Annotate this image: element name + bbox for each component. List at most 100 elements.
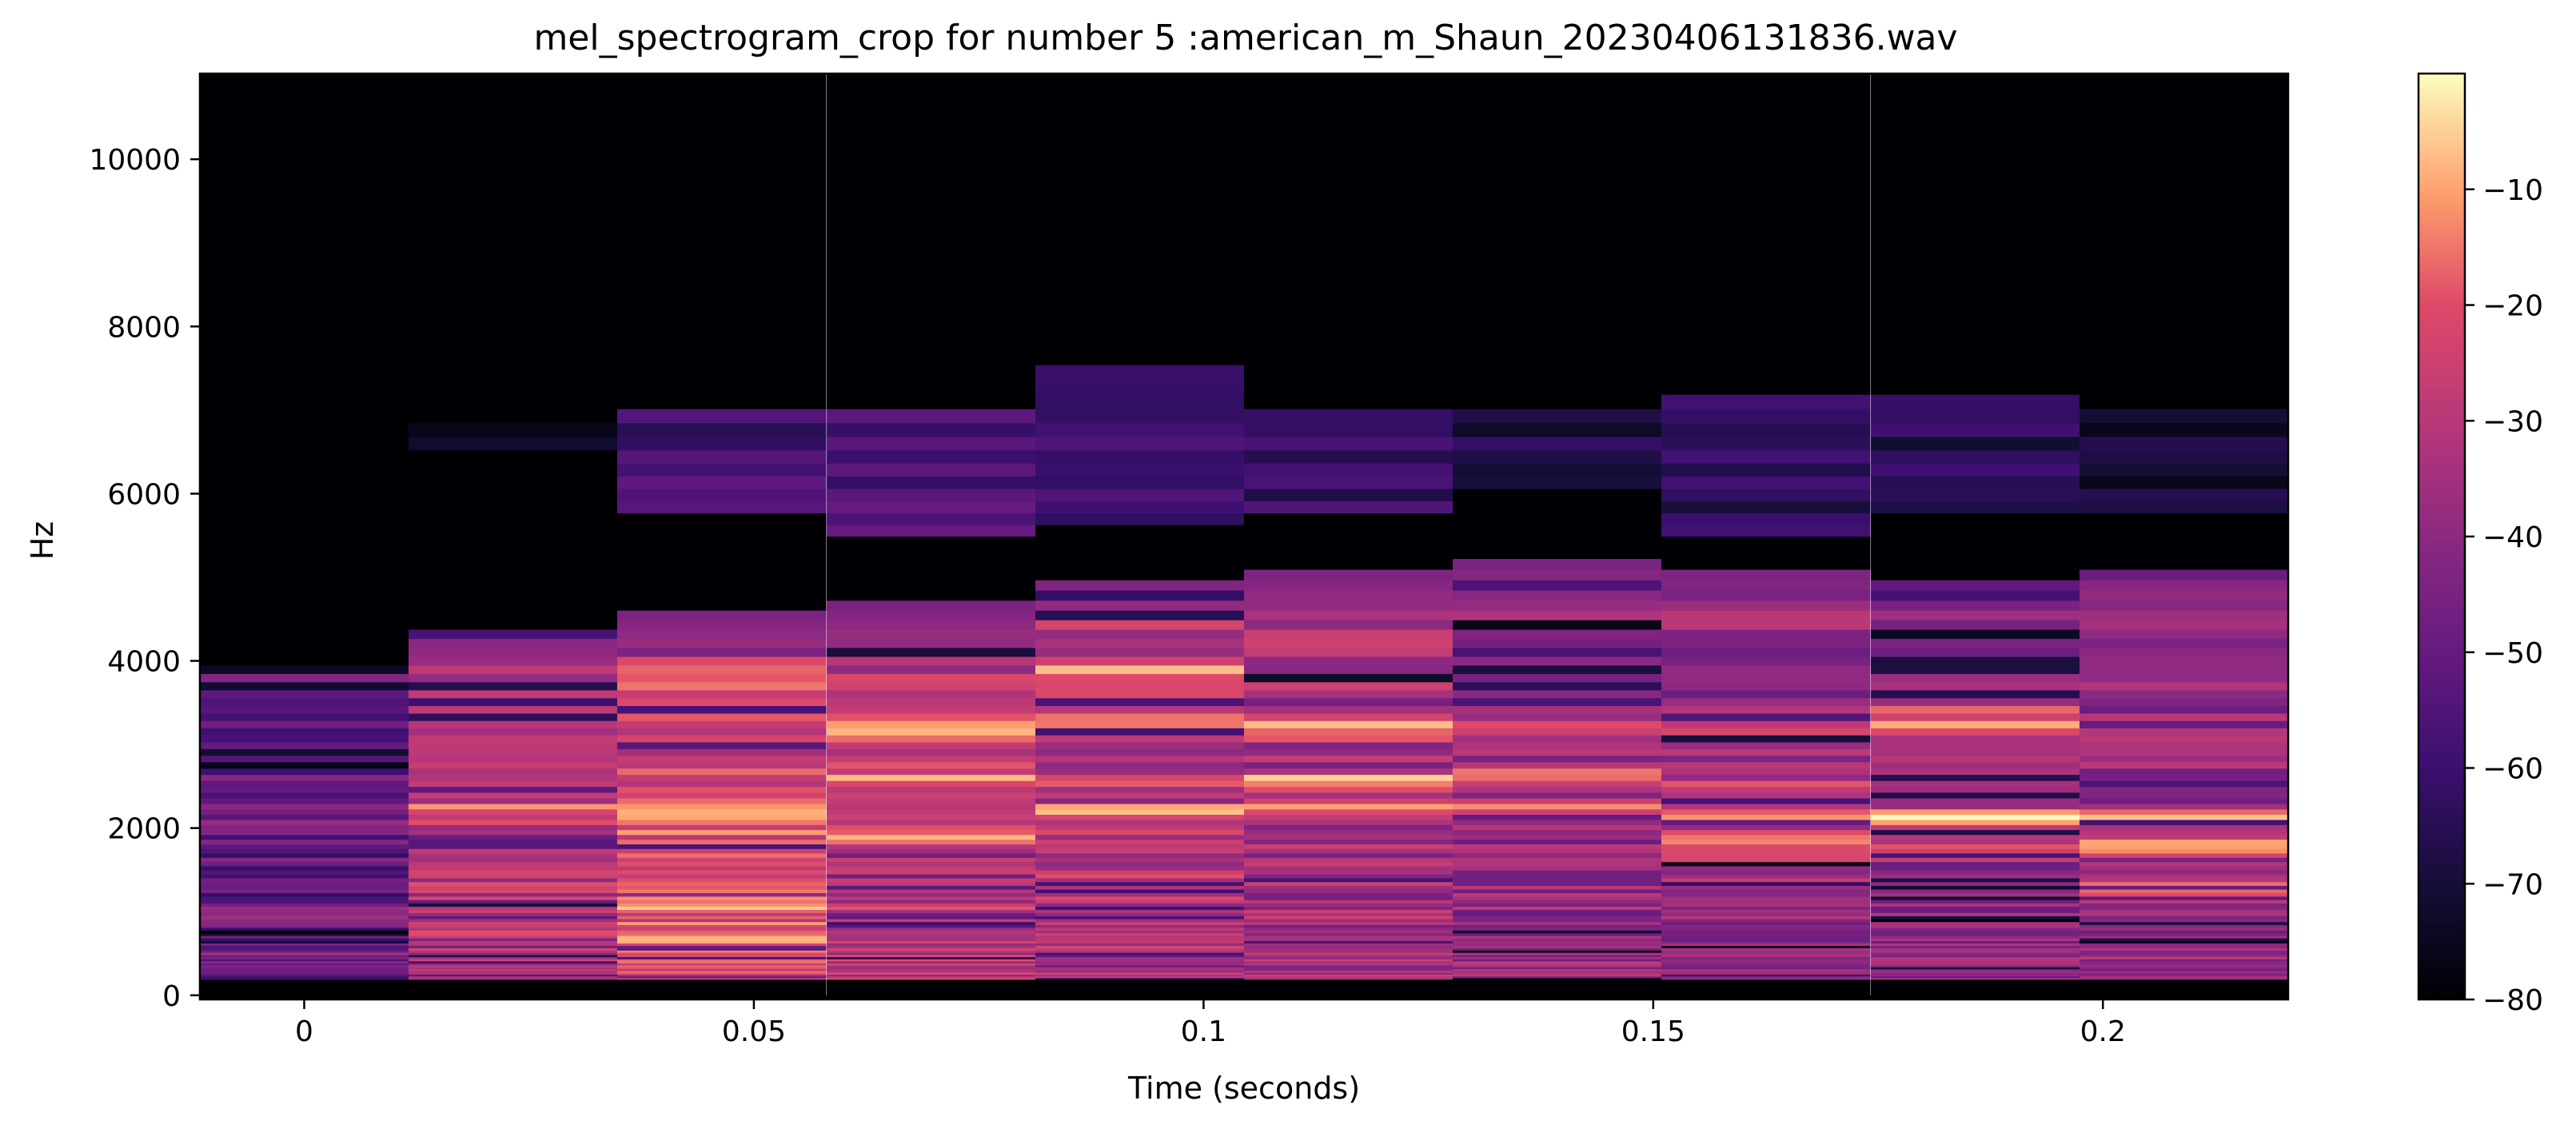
heatmap-cell (1661, 877, 1871, 883)
heatmap-cell (827, 449, 1036, 464)
heatmap-cell (1244, 115, 1453, 137)
heatmap-cell (1661, 873, 1871, 879)
heatmap-cell (827, 950, 1036, 953)
heatmap-cell (1871, 547, 2080, 560)
heatmap-cell (1452, 888, 1662, 894)
heatmap-cell (1452, 964, 1662, 967)
heatmap-cell (200, 945, 409, 948)
heatmap-cell (1244, 768, 1453, 776)
heatmap-cell (1244, 834, 1453, 840)
heatmap-cell (2080, 834, 2289, 840)
heatmap-cell (1452, 991, 1662, 994)
heatmap-cell (408, 267, 618, 285)
heatmap-cell (1661, 963, 1871, 966)
heatmap-cell (1244, 803, 1453, 810)
heatmap-cell (200, 558, 409, 570)
heatmap-cell (1244, 349, 1453, 365)
heatmap-cell (1661, 974, 1871, 977)
heatmap-cell (2080, 857, 2289, 863)
heatmap-cell (1452, 194, 1662, 214)
heatmap-cell (1452, 912, 1662, 916)
heatmap-cell (1452, 954, 1662, 958)
heatmap-cell (1871, 814, 2080, 820)
heatmap-cell (1871, 992, 2080, 995)
heatmap-cell (1244, 954, 1453, 958)
heatmap-cell (200, 885, 409, 890)
heatmap-cell (200, 943, 409, 946)
heatmap-cell (1244, 945, 1453, 948)
heatmap-cell (408, 839, 618, 845)
heatmap-cell (827, 610, 1036, 620)
heatmap-cell (200, 741, 409, 749)
heatmap-cell (200, 980, 409, 983)
heatmap-cell (616, 824, 827, 831)
heatmap-cell (408, 394, 618, 409)
heatmap-cell (2080, 967, 2289, 970)
heatmap-cell (1452, 972, 1662, 975)
heatmap-cell (1035, 964, 1245, 967)
heatmap-cell (1871, 982, 2080, 985)
heatmap-cell (200, 136, 409, 157)
heatmap-cell (827, 881, 1036, 886)
heatmap-cell (2080, 906, 2289, 911)
heatmap-cell (1871, 761, 2080, 769)
heatmap-cell (827, 136, 1036, 157)
heatmap-cell (408, 774, 618, 781)
heatmap-cell (200, 580, 409, 591)
heatmap-cell (1661, 918, 1871, 923)
heatmap-cell (827, 994, 1036, 996)
heatmap-cell (1452, 814, 1662, 820)
heatmap-cell (1035, 284, 1245, 302)
heatmap-cell (827, 974, 1036, 977)
heatmap-cell (200, 697, 409, 707)
heatmap-cell (200, 156, 409, 177)
heatmap-cell (1244, 903, 1453, 908)
heatmap-cell (1661, 975, 1871, 979)
heatmap-cell (616, 786, 827, 793)
heatmap-cell (827, 808, 1036, 816)
heatmap-cell (200, 888, 409, 894)
heatmap-cell (408, 974, 618, 977)
heatmap-cell (827, 175, 1036, 196)
heatmap-cell (1452, 983, 1662, 987)
heatmap-cell (827, 819, 1036, 825)
heatmap-cell (2080, 950, 2289, 953)
heatmap-cell (2080, 927, 2289, 931)
heatmap-cell (1035, 852, 1245, 858)
heatmap-cell (1452, 755, 1662, 763)
heatmap-cell (616, 213, 827, 233)
heatmap-cell (1452, 735, 1662, 743)
heatmap-cell (1661, 940, 1871, 943)
heatmap-cell (408, 436, 618, 451)
colorbar-ticks: −80 −70 −60 −50 −40 −30 −20 −10 (2465, 174, 2543, 1017)
heatmap-cell (200, 720, 409, 728)
heatmap-cell (408, 930, 618, 934)
heatmap-cell (2080, 994, 2289, 996)
heatmap-cell (1035, 501, 1245, 514)
heatmap-cell (1035, 952, 1245, 955)
heatmap-cell (1871, 967, 2080, 970)
heatmap-cell (1244, 921, 1453, 925)
heatmap-cell (200, 728, 409, 736)
heatmap-cell (1452, 959, 1662, 962)
heatmap-cell (616, 857, 827, 863)
heatmap-cell (2080, 952, 2289, 955)
heatmap-cell (616, 705, 827, 714)
heatmap-cell (827, 967, 1036, 970)
heatmap-cell (2080, 647, 2289, 657)
heatmap-cell (1452, 975, 1662, 979)
heatmap-cell (1452, 992, 1662, 995)
heatmap-cell (827, 892, 1036, 897)
heatmap-cell (1244, 94, 1453, 117)
heatmap-cell (1452, 979, 1662, 982)
heatmap-cell (616, 988, 827, 991)
heatmap-cell (1452, 741, 1662, 749)
heatmap-cell (1035, 513, 1245, 525)
heatmap-cell (1871, 991, 2080, 994)
heatmap-cell (1871, 979, 2080, 982)
heatmap-cell (827, 525, 1036, 537)
heatmap-cell (1452, 829, 1662, 836)
heatmap-cell (200, 786, 409, 793)
heatmap-cell (1244, 74, 1453, 96)
heatmap-cell (1661, 932, 1871, 936)
